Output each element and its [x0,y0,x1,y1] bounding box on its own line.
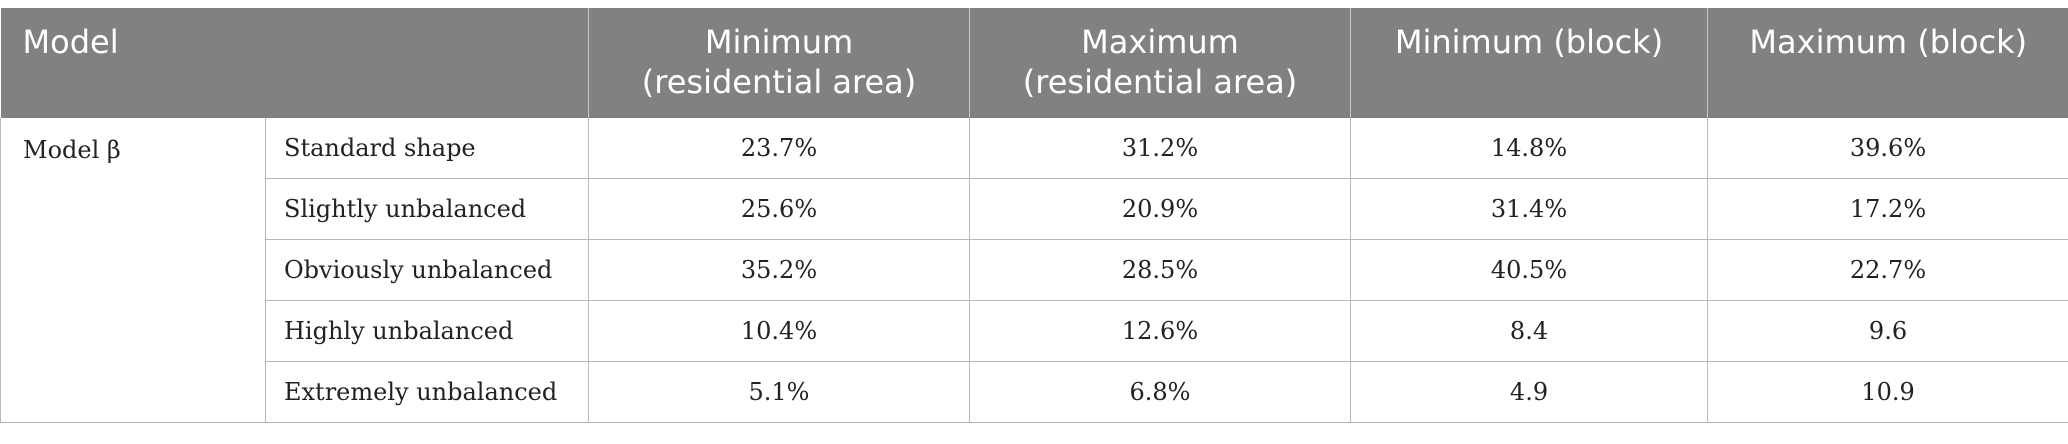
shape-cell: Obviously unbalanced [264,239,589,301]
header-min-residential-line2: (residential area) [641,63,917,101]
header-max-residential-line2: (residential area) [1022,63,1298,101]
table-body: Model β Standard shape 23.7% 31.2% 14.8%… [0,118,2068,423]
table-header: Model Minimum (residential area) Maximum… [0,8,2068,118]
table-row: Slightly unbalanced 25.6% 20.9% 31.4% 17… [1,178,2068,240]
max-block-cell: 9.6 [1707,300,2068,362]
header-min-residential-line1: Minimum [704,23,854,61]
min-residential-cell: 35.2% [588,239,970,301]
min-block-cell: 8.4 [1350,300,1708,362]
min-residential-cell: 25.6% [588,178,970,240]
min-residential-cell: 10.4% [588,300,970,362]
model-name-cell: Model β [0,118,266,423]
results-table: Model Minimum (residential area) Maximum… [0,8,2068,423]
max-block-cell: 39.6% [1707,118,2068,179]
header-max-block: Maximum (block) [1707,8,2068,118]
header-row: Model Minimum (residential area) Maximum… [0,8,2068,118]
shape-cell: Extremely unbalanced [264,361,589,423]
header-model-label: Model [22,23,119,61]
header-max-residential-line1: Maximum [1081,23,1239,61]
header-max-residential: Maximum (residential area) [969,8,1351,118]
shape-cell: Slightly unbalanced [264,178,589,240]
shape-cell: Highly unbalanced [264,300,589,362]
max-residential-cell: 12.6% [969,300,1351,362]
max-block-cell: 10.9 [1707,361,2068,423]
header-min-block: Minimum (block) [1350,8,1708,118]
min-block-cell: 40.5% [1350,239,1708,301]
max-residential-cell: 31.2% [969,118,1351,179]
header-min-residential: Minimum (residential area) [588,8,970,118]
table-row: Obviously unbalanced 35.2% 28.5% 40.5% 2… [1,239,2068,301]
max-block-cell: 17.2% [1707,178,2068,240]
min-block-cell: 14.8% [1350,118,1708,179]
max-block-cell: 22.7% [1707,239,2068,301]
max-residential-cell: 28.5% [969,239,1351,301]
table-row: Highly unbalanced 10.4% 12.6% 8.4 9.6 [1,300,2068,362]
max-residential-cell: 20.9% [969,178,1351,240]
shape-cell: Standard shape [264,118,589,179]
table-row: Model β Standard shape 23.7% 31.2% 14.8%… [0,118,2068,423]
header-max-block-label: Maximum (block) [1749,23,2028,61]
min-block-cell: 4.9 [1350,361,1708,423]
header-min-block-label: Minimum (block) [1394,23,1664,61]
table-row: Extremely unbalanced 5.1% 6.8% 4.9 10.9 [1,361,2068,423]
min-block-cell: 31.4% [1350,178,1708,240]
max-residential-cell: 6.8% [969,361,1351,423]
header-model: Model [0,8,589,118]
min-residential-cell: 23.7% [588,118,970,179]
min-residential-cell: 5.1% [588,361,970,423]
